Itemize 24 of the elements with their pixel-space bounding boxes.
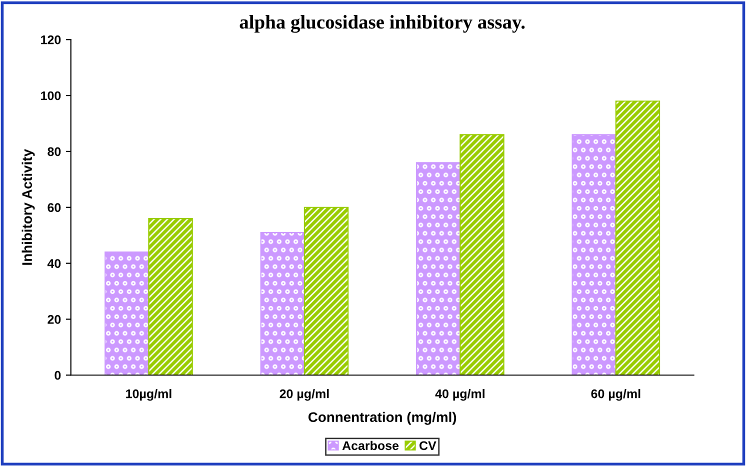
x-axis-title: Connentration (mg/ml) [308, 412, 456, 425]
bar [416, 162, 461, 376]
bar [460, 134, 504, 376]
y-tick-label: 100 [41, 91, 61, 100]
y-tick-label: 40 [47, 259, 61, 268]
chart-title: alpha glucosidase inhibitory assay. [240, 15, 525, 33]
y-tick-label: 60 [48, 203, 61, 212]
bar [615, 100, 660, 376]
bar [260, 232, 306, 376]
x-tick-label: 10µg/ml [126, 389, 172, 401]
y-tick-label: 120 [41, 35, 61, 44]
y-tick-label: 20 [48, 315, 61, 324]
bar [104, 252, 150, 376]
y-tick-label: 80 [48, 147, 61, 156]
bar [304, 206, 349, 376]
y-tick-label: 0 [54, 370, 61, 380]
legend-label: Acarbose [342, 440, 399, 450]
y-axis-title: Inhibitory Activity [22, 149, 35, 265]
bar [148, 218, 193, 376]
x-tick-label: 20 µg/ml [280, 389, 329, 401]
legend-label: CV [420, 441, 436, 450]
x-tick-label: 60 µg/ml [591, 389, 640, 401]
bar [572, 134, 616, 376]
x-tick-label: 40 µg/ml [435, 389, 484, 401]
